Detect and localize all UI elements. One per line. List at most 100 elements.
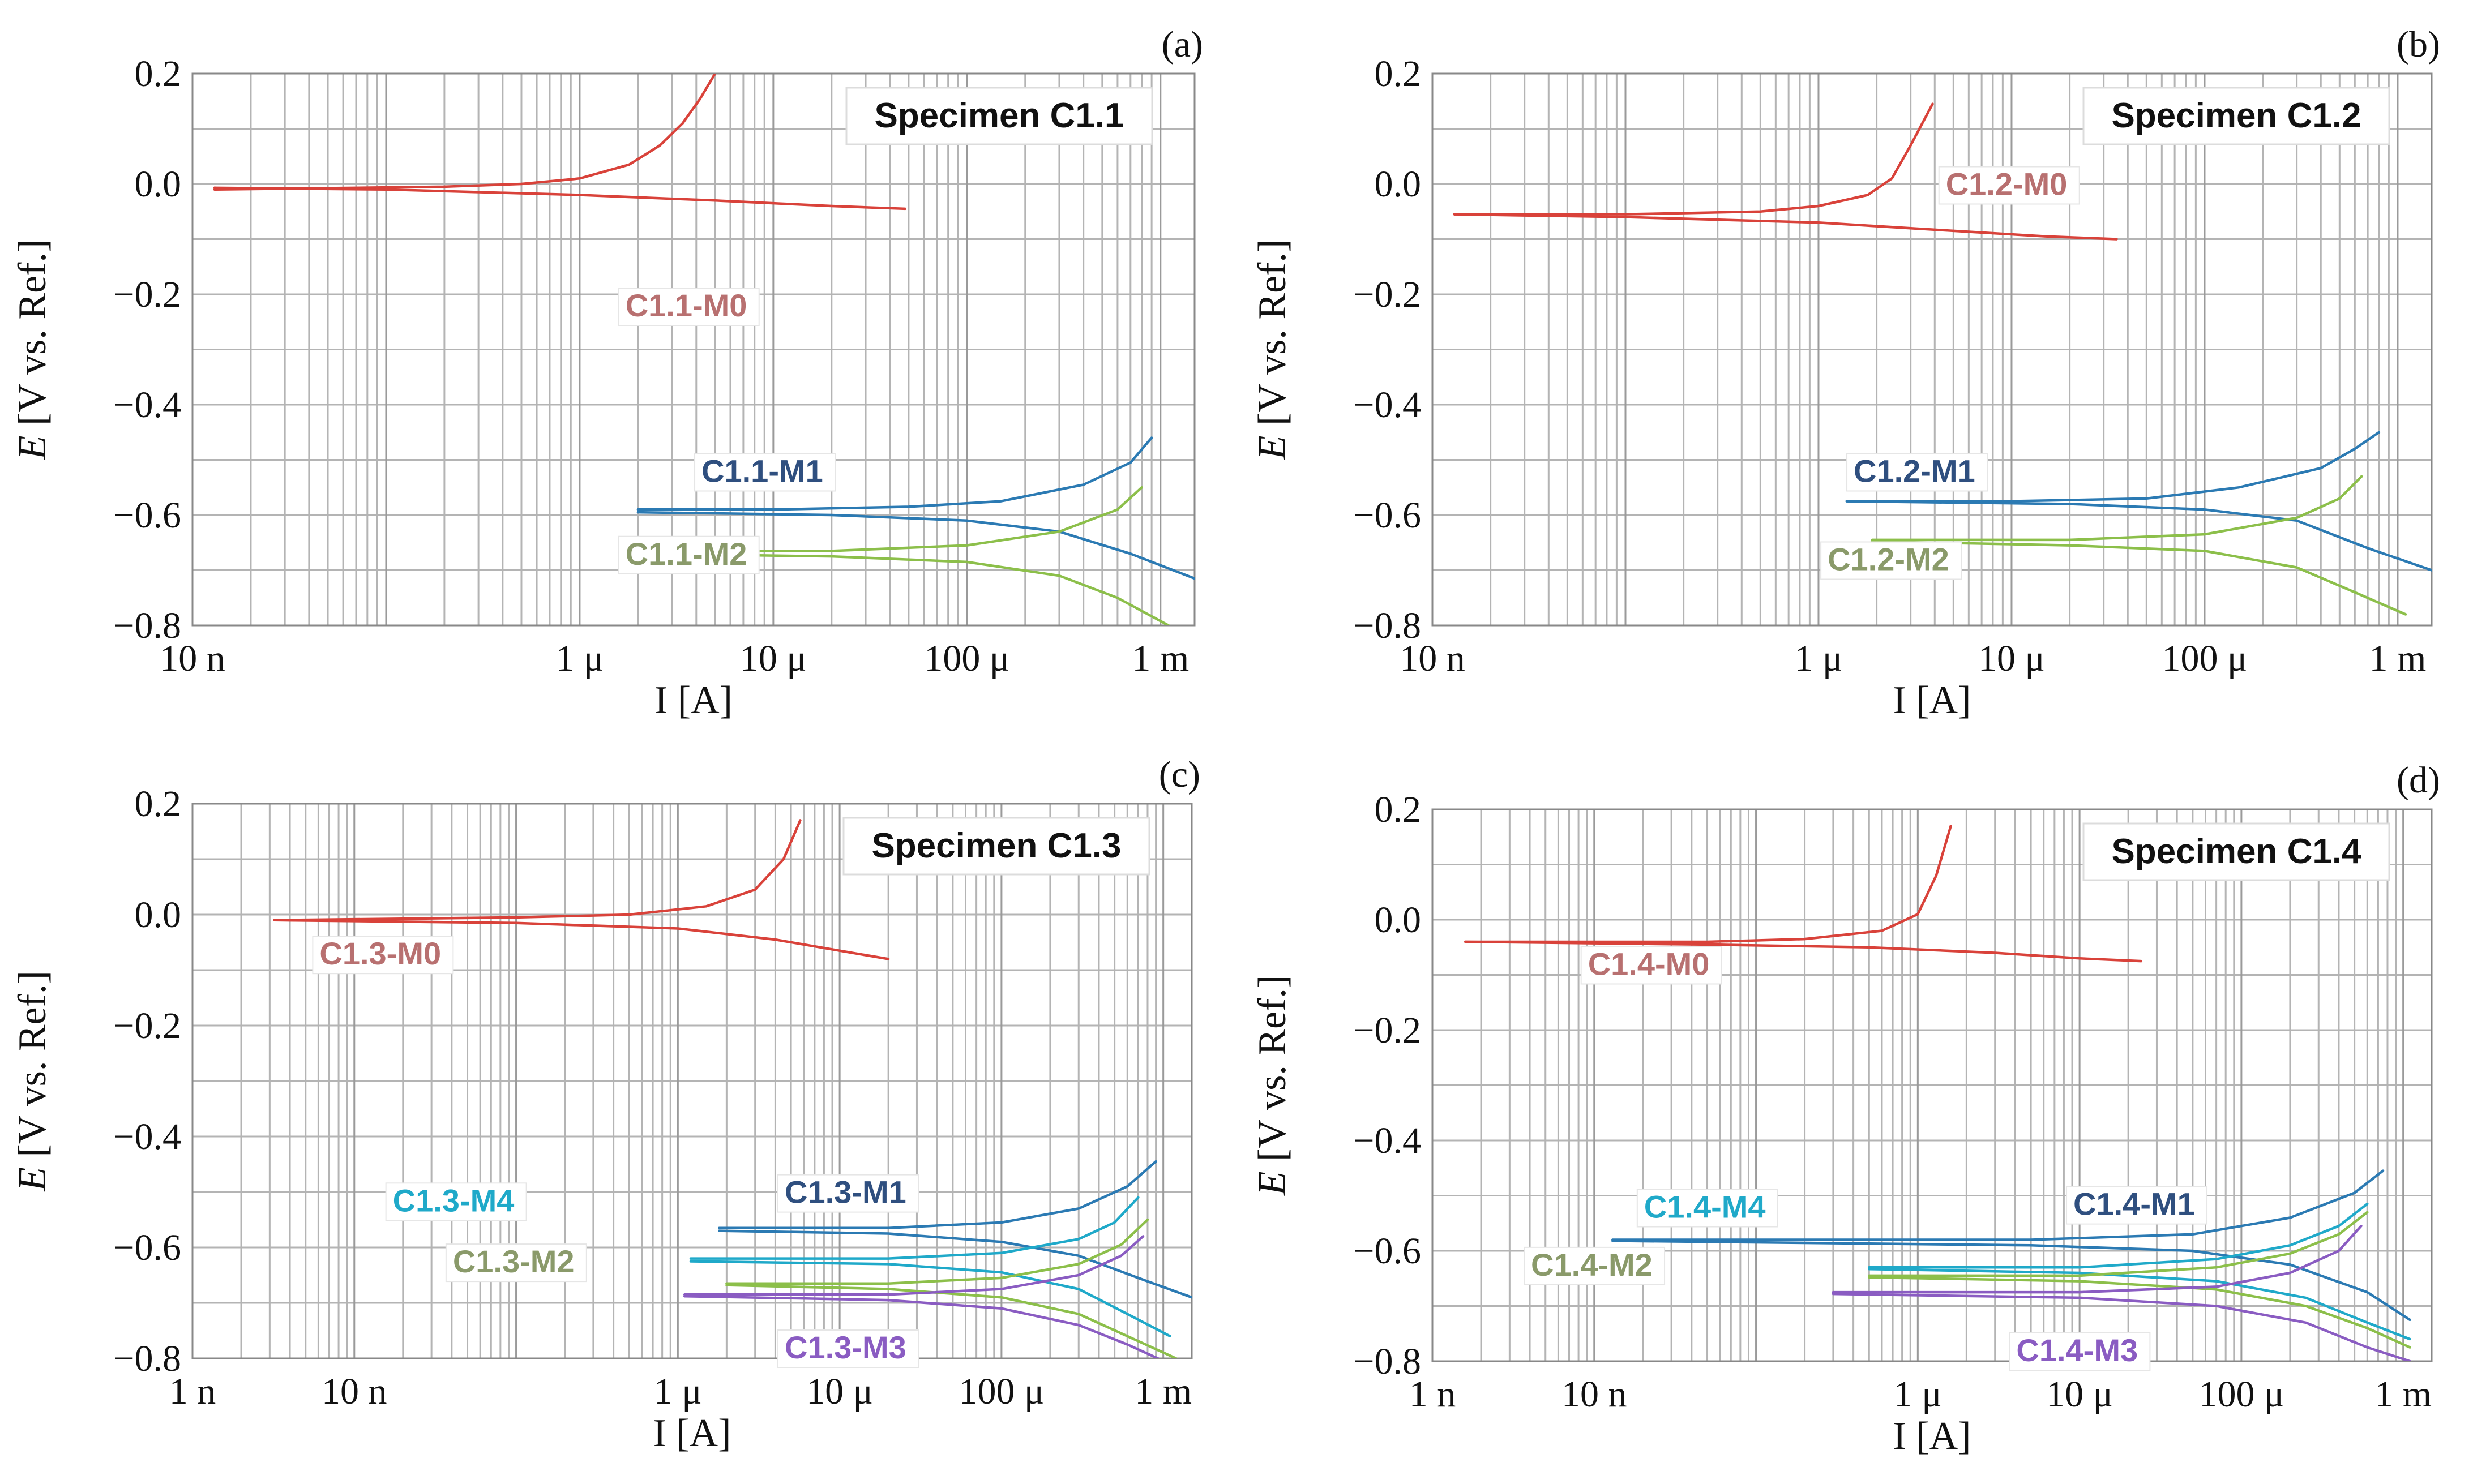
y-tick-label: 0.2 [1375, 53, 1422, 95]
x-tick-label: 10 n [322, 1371, 387, 1412]
curves [1464, 825, 2411, 1361]
x-tick-label: 10 μ [1978, 638, 2045, 679]
y-axis-label: E [V vs. Ref.] [11, 239, 54, 460]
x-tick-label: 1 n [169, 1371, 216, 1412]
series-C1.4-M3-lower-branch [1832, 1292, 2411, 1361]
series-C1.2-M0-lower-branch [1453, 213, 2118, 241]
y-tick-label: 0.2 [1375, 789, 1422, 830]
y-tick-label: −0.8 [1353, 605, 1421, 646]
x-tick-label: 1 μ [654, 1371, 702, 1412]
y-tick-label: −0.4 [1353, 384, 1421, 426]
series-C1.1-M1-upper-branch [636, 436, 1153, 511]
series-C1.4-M4-upper-branch [1868, 1202, 2369, 1269]
series-label-box [1820, 541, 1962, 580]
panel-label: (d) [2397, 760, 2440, 801]
y-axis-label: E [V vs. Ref.] [11, 971, 54, 1191]
series-label-box [777, 1329, 919, 1368]
series-C1.3-M2-lower-branch [725, 1284, 1178, 1358]
series-label-box [777, 1174, 919, 1213]
series-label-C1.3-M1: C1.3-M1 [785, 1174, 906, 1210]
y-tick-label: 0.2 [135, 53, 182, 95]
panel-label: (a) [1162, 24, 1203, 65]
y-tick-label: −0.6 [1353, 1230, 1421, 1272]
series-C1.3-M4-lower-branch [689, 1260, 1171, 1338]
x-tick-label: 1 μ [555, 638, 604, 679]
y-tick-label: 0.0 [135, 894, 182, 936]
grid [191, 803, 1192, 1359]
panel-label: (c) [1159, 754, 1200, 795]
x-tick-label: 1 μ [1795, 638, 1843, 679]
series-C1.2-M2-lower-branch [1871, 540, 2407, 616]
series-C1.4-M1-lower-branch [1611, 1239, 2411, 1322]
plot-frame [191, 803, 1193, 1359]
y-tick-label: −0.8 [1353, 1341, 1421, 1382]
series-label-box [618, 288, 760, 326]
series-label-C1.4-M4: C1.4-M4 [1644, 1189, 1766, 1225]
series-C1.4-M1-upper-branch [1611, 1169, 2385, 1241]
series-C1.1-M1-lower-branch [636, 511, 1195, 580]
plot-frame [1431, 808, 2433, 1362]
chart-title: Specimen C1.1 [874, 96, 1124, 135]
series-C1.4-M2-upper-branch [1868, 1211, 2369, 1277]
series-label-C1.1-M2: C1.1-M2 [626, 536, 747, 572]
y-tick-label: −0.6 [113, 495, 181, 536]
series-C1.2-M0-upper-branch [1453, 102, 1934, 216]
x-tick-label: 1 μ [1894, 1374, 1942, 1415]
y-tick-label: −0.2 [1353, 274, 1421, 315]
x-axis-label: I [A] [653, 1412, 731, 1455]
series-label-C1.2-M1: C1.2-M1 [1854, 453, 1975, 489]
series-label-box [1938, 166, 2080, 205]
title-box [845, 87, 1153, 145]
chart-title: Specimen C1.3 [871, 826, 1121, 865]
plot-frame [191, 72, 1196, 627]
series-label-box [2009, 1332, 2151, 1371]
series-label-C1.2-M2: C1.2-M2 [1828, 542, 1949, 577]
series-C1.2-M1-lower-branch [1845, 500, 2432, 572]
y-tick-label: 0.2 [135, 783, 182, 825]
series-C1.4-M2-lower-branch [1868, 1276, 2411, 1349]
y-tick-label: −0.4 [113, 1116, 181, 1157]
title-box [2082, 822, 2390, 881]
series-C1.1-M0-lower-branch [213, 186, 907, 211]
chart-title: Specimen C1.2 [2111, 96, 2361, 135]
chart-panel-1: 0.2 0.0 −0.2 −0.4 −0.6 −0.810 n 1 μ 10 μ 100 μ 1 … [1251, 24, 2440, 722]
x-axis-label: I [A] [654, 679, 733, 722]
y-tick-label: 0.0 [1375, 899, 1422, 941]
series-label-box [385, 1182, 527, 1221]
y-tick-label: 0.0 [135, 164, 182, 205]
series-label-box [1524, 1246, 1666, 1285]
series-C1.2-M2-upper-branch [1871, 475, 2363, 542]
y-tick-label: −0.2 [113, 1005, 181, 1046]
y-tick-label: −0.4 [1353, 1120, 1421, 1161]
x-tick-label: 100 μ [2198, 1374, 2284, 1415]
x-tick-label: 1 m [2369, 638, 2427, 679]
series-C1.2-M1-upper-branch [1845, 431, 2381, 503]
series-label-box [618, 535, 760, 574]
x-tick-label: 1 m [1135, 1371, 1192, 1412]
chart-title: Specimen C1.4 [2111, 832, 2361, 871]
series-label-C1.1-M0: C1.1-M0 [626, 288, 747, 323]
x-axis-label: I [A] [1893, 1414, 1971, 1458]
x-tick-label: 100 μ [2162, 638, 2248, 679]
x-tick-label: 1 m [2374, 1374, 2432, 1415]
series-C1.3-M4-upper-branch [689, 1196, 1140, 1260]
chart-panel-0: 0.2 0.0 −0.2 −0.4 −0.6 −0.810 n 1 μ 10 μ 100 μ 1 … [11, 24, 1203, 722]
chart-panel-3: 0.2 0.0 −0.2 −0.4 −0.6 −0.81 n 10 n 1 μ 10 μ 100 … [1251, 760, 2440, 1458]
x-tick-label: 10 μ [740, 638, 807, 679]
title-box [2082, 87, 2390, 145]
x-tick-label: 10 n [160, 638, 225, 679]
x-axis-label: I [A] [1893, 679, 1971, 722]
y-tick-label: −0.2 [113, 274, 181, 315]
series-label-box [1636, 1189, 1778, 1228]
series-C1.3-M2-upper-branch [725, 1218, 1149, 1285]
y-tick-label: −0.8 [113, 605, 181, 646]
series-C1.3-M3-lower-branch [683, 1294, 1161, 1358]
y-tick-label: −0.8 [113, 1338, 181, 1379]
series-label-box [2066, 1186, 2208, 1225]
x-tick-label: 1 m [1132, 638, 1189, 679]
x-tick-label: 10 n [1400, 638, 1465, 679]
curves [213, 74, 1195, 625]
series-C1.3-M1-lower-branch [718, 1229, 1192, 1299]
